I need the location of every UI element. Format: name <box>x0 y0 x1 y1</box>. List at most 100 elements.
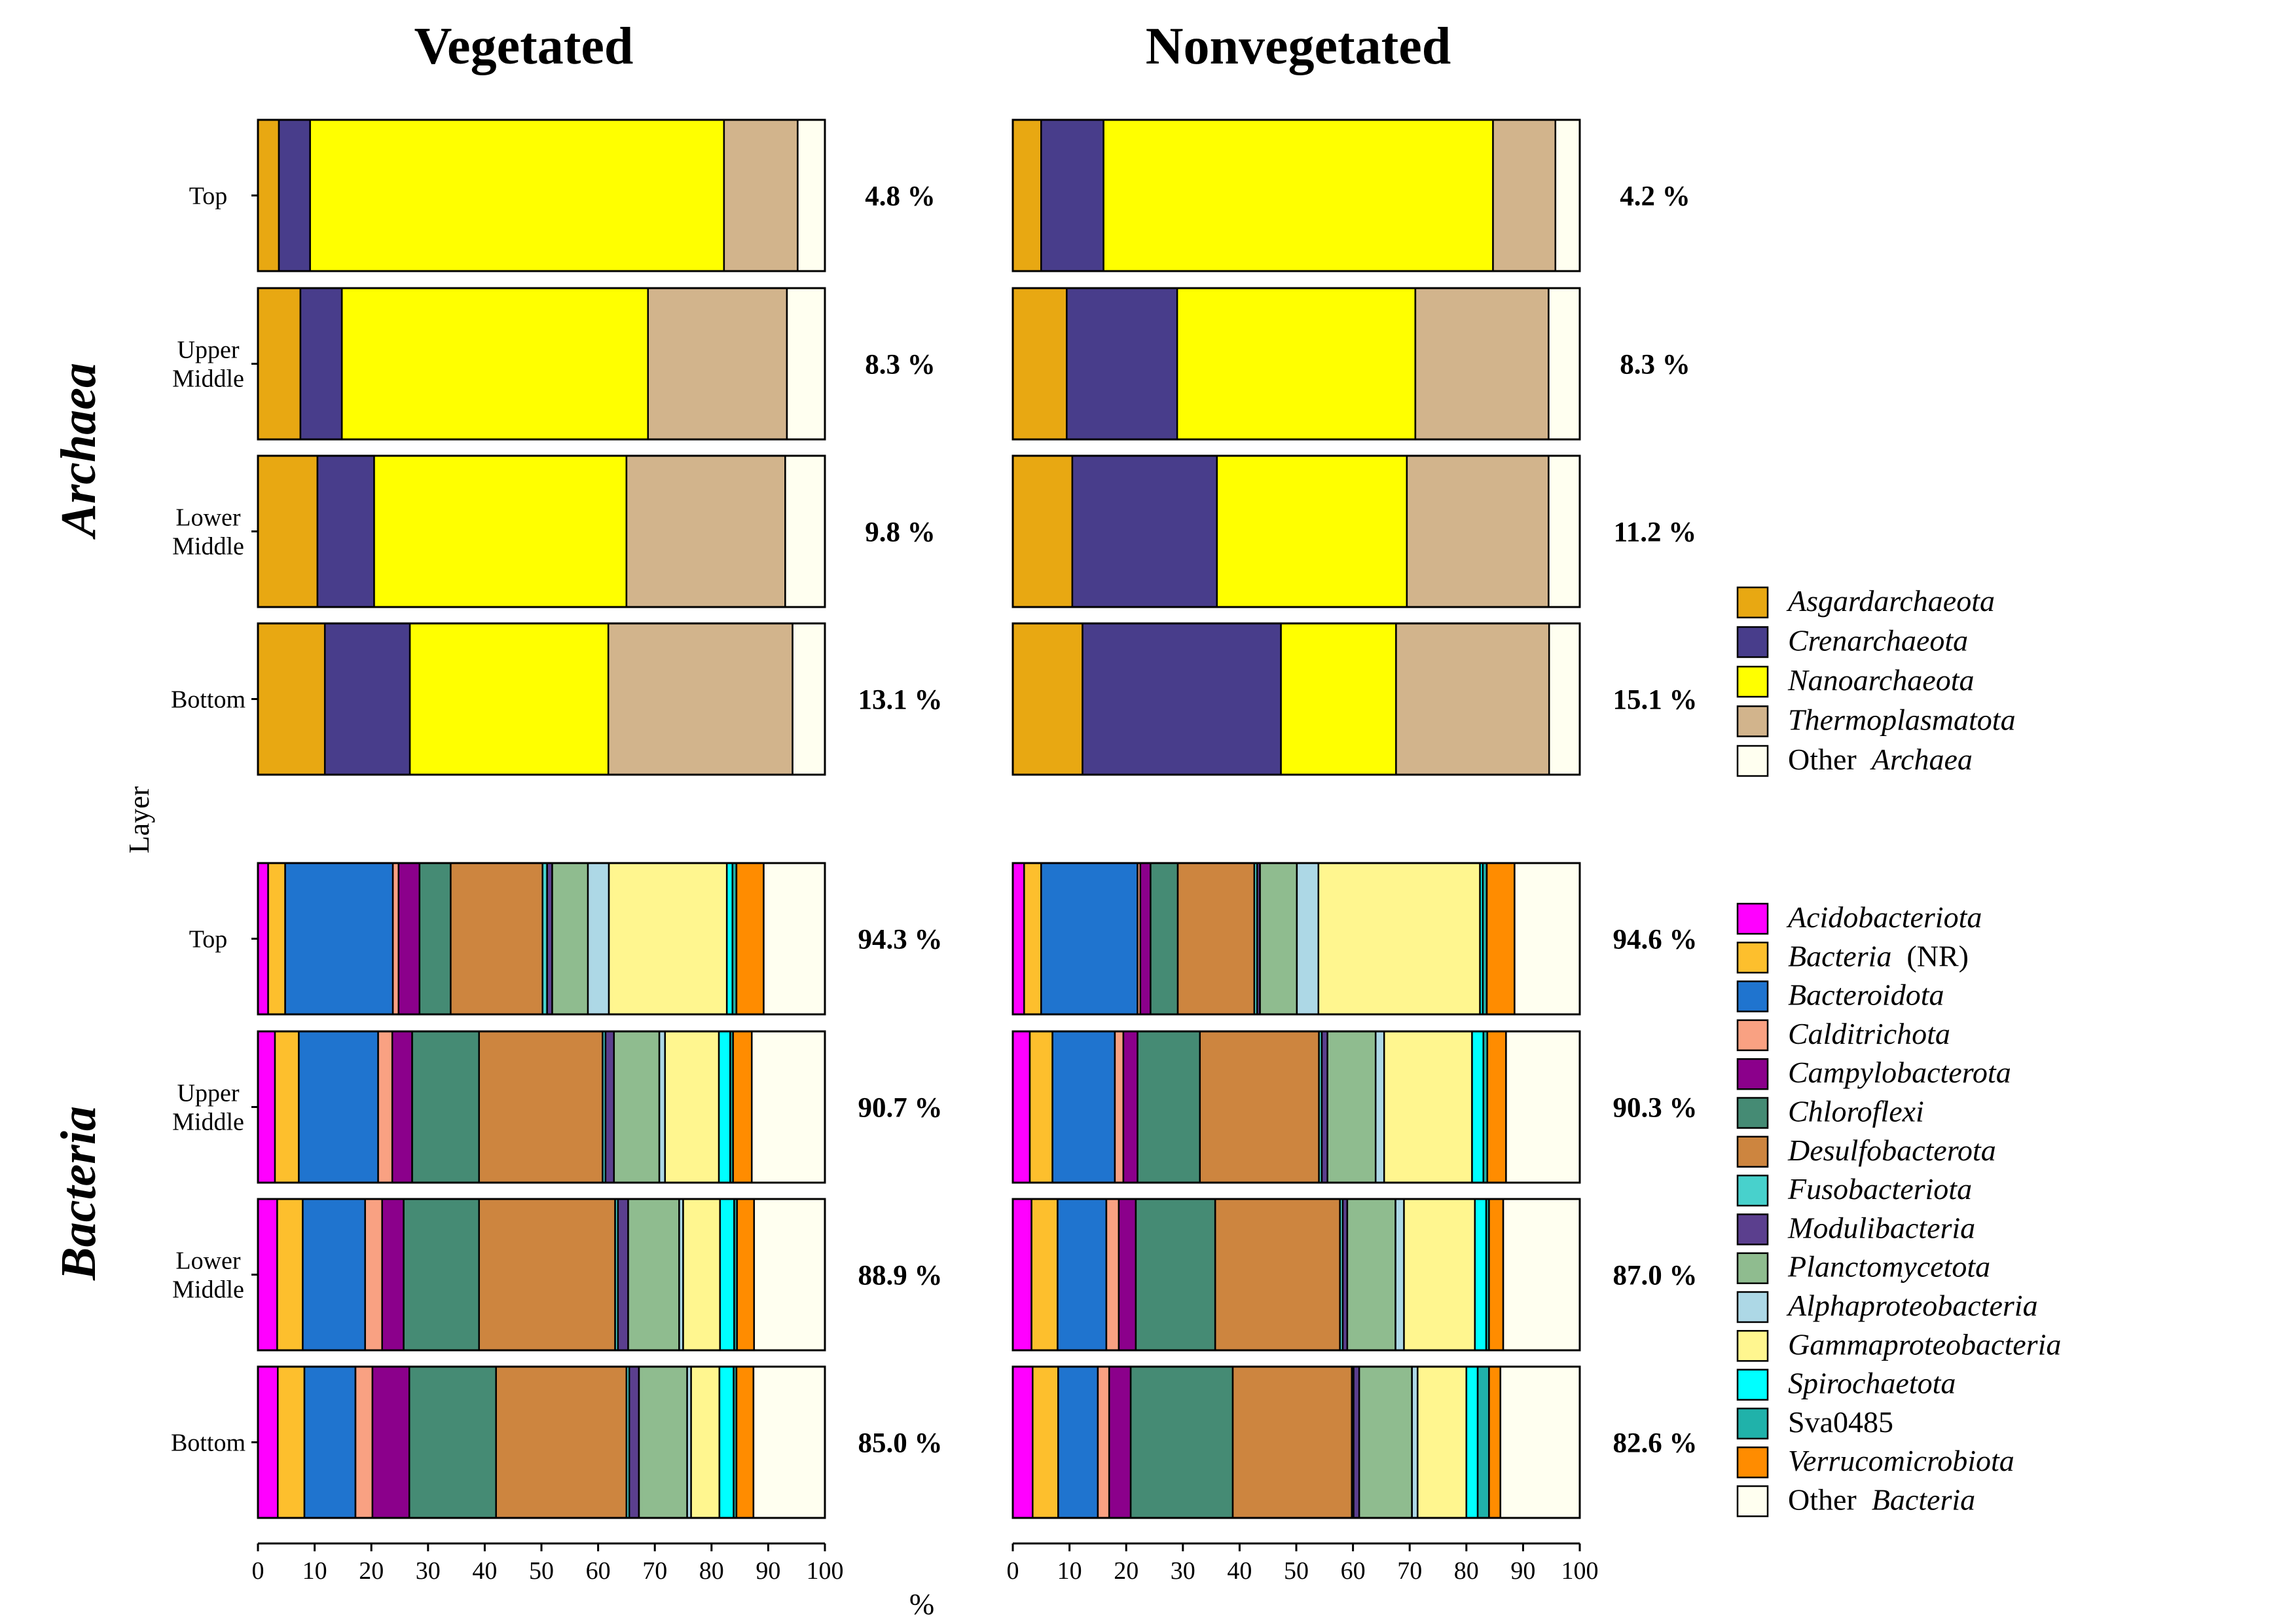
x-tick-label: 70 <box>642 1557 667 1585</box>
bacteria-legend-swatch <box>1736 1291 1769 1323</box>
bacteria-bar-segment <box>408 1365 497 1519</box>
x-tick-label: 50 <box>529 1557 554 1585</box>
x-tick-label: 10 <box>1057 1557 1082 1585</box>
percent-label: 87.0 % <box>1613 1261 1698 1291</box>
bacteria-bar-segment <box>719 1198 735 1352</box>
bacteria-bar-segment <box>617 1198 629 1352</box>
bacteria-bar-segment <box>1488 1365 1501 1519</box>
layer-label-line: Middle <box>172 1276 244 1304</box>
bacteria-bar-segment <box>613 1030 661 1184</box>
bacteria-bar-segment <box>1176 862 1256 1016</box>
bacteria-bar-segment <box>1150 862 1179 1016</box>
archaea-legend-swatch <box>1736 665 1769 698</box>
bacteria-bar-segment <box>1358 1365 1413 1519</box>
bacteria-bar-segment <box>298 1030 379 1184</box>
archaea-bar-frame <box>1011 454 1581 608</box>
bacteria-bar-segment <box>1231 1365 1353 1519</box>
bacteria-bar-segment <box>587 862 610 1016</box>
bacteria-bar-segment <box>1011 1365 1034 1519</box>
bacteria-legend-label: Calditrichota <box>1788 1017 1950 1050</box>
bacteria-bar-segment <box>274 1030 300 1184</box>
x-tick-label: 0 <box>1007 1557 1019 1585</box>
archaea-legend-swatch <box>1736 586 1769 619</box>
bacteria-bar-frame <box>1011 862 1581 1016</box>
archaea-bar-segment <box>1492 119 1557 272</box>
bacteria-bar-segment <box>1259 862 1298 1016</box>
x-tick-label: 90 <box>756 1557 780 1585</box>
x-tick-label: 100 <box>807 1557 844 1585</box>
bacteria-bar-segment <box>257 1030 276 1184</box>
bacteria-legend-label: Fusobacteriota <box>1787 1172 1972 1206</box>
layer-label-line: Top <box>189 926 228 953</box>
x-tick-label: 0 <box>252 1557 264 1585</box>
archaea-legend-swatch <box>1736 705 1769 737</box>
bacteria-legend-label: Other Bacteria <box>1788 1483 1975 1517</box>
bacteria-bar-segment <box>1499 1365 1581 1519</box>
archaea-bar-segment <box>299 287 343 441</box>
bacteria-bar-segment <box>1057 1365 1099 1519</box>
bacteria-bar-segment <box>391 1030 413 1184</box>
bacteria-bar-segment <box>751 1030 826 1184</box>
bacteria-legend-swatch <box>1736 1252 1769 1284</box>
bacteria-legend-swatch <box>1736 942 1769 974</box>
bacteria-legend-label: Spirochaetota <box>1788 1367 1956 1400</box>
bacteria-bar-segment <box>664 1030 720 1184</box>
bacteria-bar-segment <box>364 1198 383 1352</box>
bacteria-legend-swatch <box>1736 1330 1769 1362</box>
bacteria-bar-segment <box>1505 1030 1581 1184</box>
x-tick-label: 80 <box>1454 1557 1479 1585</box>
bacteria-bar-segment <box>763 862 826 1016</box>
bacteria-legend-label: Sva0485 <box>1788 1405 1893 1439</box>
bacteria-bar-segment <box>1474 1198 1487 1352</box>
bacteria-bar-segment <box>392 862 400 1016</box>
bacteria-legend-label: Alphaproteobacteria <box>1786 1289 2038 1322</box>
x-tick-label: 70 <box>1397 1557 1422 1585</box>
layer-label-line: Bottom <box>171 686 246 714</box>
archaea-bar-segment <box>797 119 826 272</box>
bacteria-bar-segment <box>418 862 452 1016</box>
bacteria-bar-segment <box>1114 1030 1125 1184</box>
bacteria-bar-segment <box>1108 1365 1132 1519</box>
layer-label-line: Middle <box>172 1109 244 1136</box>
archaea-bar-frame <box>1011 622 1581 776</box>
archaea-bar-segment <box>792 622 826 776</box>
bacteria-bar-segment <box>682 1198 721 1352</box>
archaea-bar-segment <box>340 287 649 441</box>
archaea-bar-segment <box>1082 622 1282 776</box>
bacteria-legend-swatch <box>1736 1058 1769 1090</box>
layer-label: Top <box>189 183 228 210</box>
percent-label: 85.0 % <box>858 1428 943 1459</box>
bacteria-legend-swatch <box>1736 1369 1769 1401</box>
percent-label: 90.7 % <box>858 1093 943 1124</box>
archaea-bar-segment <box>278 119 311 272</box>
bacteria-bar-segment <box>1032 1365 1059 1519</box>
x-tick-label: 20 <box>1114 1557 1139 1585</box>
archaea-bar-segment <box>1011 454 1074 608</box>
bacteria-bar-segment <box>1317 862 1481 1016</box>
bacteria-bar-segment <box>1383 1030 1473 1184</box>
chart-legend: Asgardarchaeota Crenarchaeota Nanoarchaeot… <box>1736 584 2061 1517</box>
x-tick-label: 40 <box>1227 1557 1252 1585</box>
bacteria-bar-segment <box>1486 1030 1507 1184</box>
y-axis-title: Layer <box>123 786 155 853</box>
archaea-bar-segment <box>309 119 725 272</box>
bacteria-bar-segment <box>1030 1198 1059 1352</box>
bacteria-legend-label: Planctomycetota <box>1787 1250 1990 1283</box>
archaea-bar-segment <box>257 119 280 272</box>
archaea-bar-segment <box>316 454 375 608</box>
bacteria-bar-segment <box>1476 1365 1490 1519</box>
bacteria-bar-segment <box>1011 862 1025 1016</box>
percent-label: 11.2 % <box>1614 517 1697 548</box>
bacteria-bar-segment <box>1296 862 1320 1016</box>
bacteria-bar-segment <box>257 1365 279 1519</box>
archaea-bar-segment <box>1216 454 1408 608</box>
bacteria-bar-segment <box>1105 1198 1120 1352</box>
bacteria-bar-segment <box>736 1198 756 1352</box>
archaea-bar-frame <box>1011 119 1581 272</box>
bacteria-bar-segment <box>1346 1198 1396 1352</box>
bacteria-legend-swatch <box>1736 1213 1769 1246</box>
archaea-bar-segment <box>607 622 793 776</box>
archaea-bar-segment <box>1280 622 1397 776</box>
layer-label-line: Middle <box>172 365 244 393</box>
